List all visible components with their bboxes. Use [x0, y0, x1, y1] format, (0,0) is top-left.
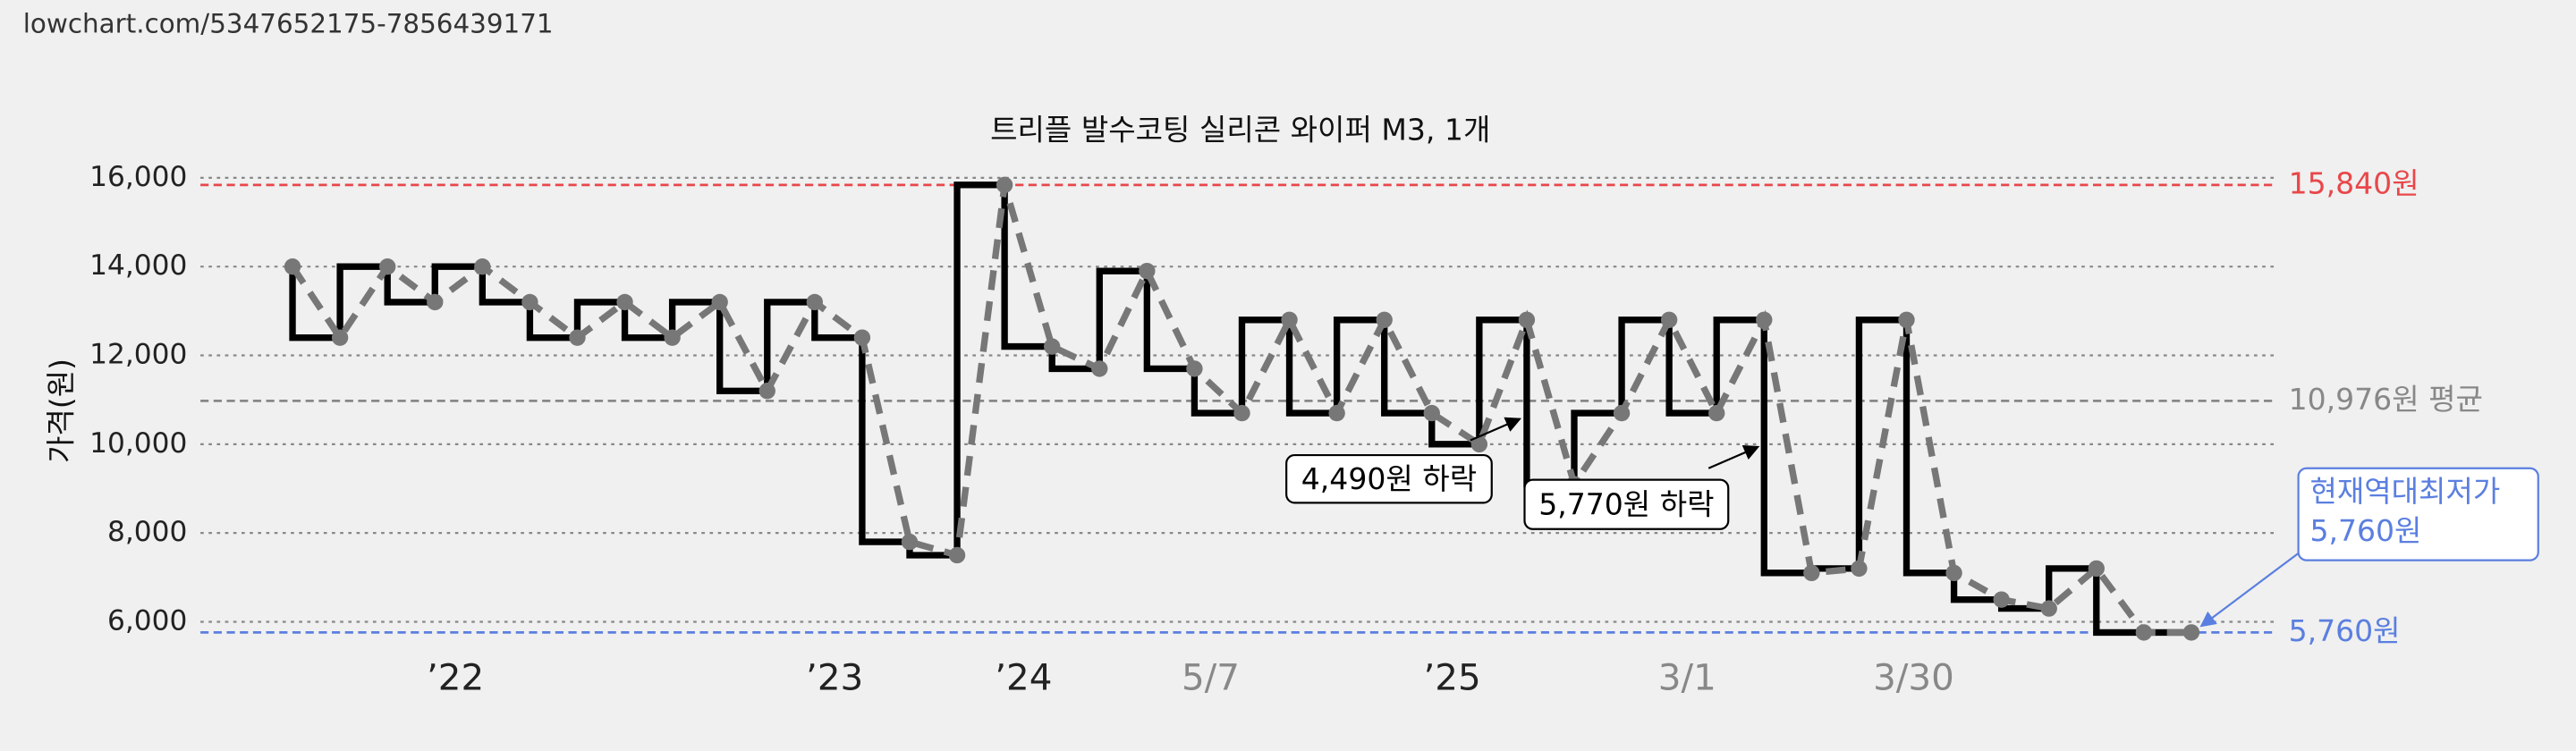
point: [996, 176, 1013, 194]
y-tick-label: 12,000: [89, 339, 187, 371]
annotation-box: [1285, 453, 1493, 504]
point: [758, 383, 775, 400]
point: [1613, 404, 1631, 422]
lowest-arrow: [2199, 551, 2301, 628]
point: [1851, 560, 1868, 578]
point: [1376, 311, 1393, 328]
annotation-box: [1523, 478, 1730, 530]
lowest-text: 현재역대최저가: [2309, 474, 2500, 509]
point: [474, 258, 491, 275]
point: [379, 258, 396, 275]
x-tick-label: ’22: [427, 656, 484, 699]
y-tick-label: 14,000: [89, 249, 187, 282]
point: [1945, 564, 1962, 582]
point: [616, 293, 633, 311]
point: [901, 533, 919, 551]
point: [1044, 338, 1061, 355]
point: [521, 293, 538, 311]
point: [2040, 600, 2057, 617]
point: [1993, 591, 2010, 608]
point: [1186, 360, 1203, 377]
y-axis-label: 가격(원): [43, 359, 78, 463]
point: [948, 546, 966, 564]
x-tick-label: 3/1: [1658, 656, 1716, 699]
point: [427, 293, 444, 311]
y-tick-label: 10,000: [89, 427, 187, 460]
reference-label: 15,840원: [2289, 165, 2419, 200]
x-tick-label: ’23: [806, 656, 863, 699]
y-tick-label: 16,000: [89, 161, 187, 193]
chart-title: 트리플 발수코팅 실리콘 와이퍼 M3, 1개: [990, 113, 1490, 148]
annotation-arrow: [1707, 444, 1760, 469]
y-tick-label: 6,000: [107, 604, 187, 637]
point: [1139, 262, 1156, 280]
annotation-text: 5,770원 하락: [1538, 487, 1714, 522]
lowest-box: [2297, 467, 2539, 561]
point: [1518, 311, 1536, 328]
url: lowchart.com/5347652175-7856439171: [23, 8, 554, 38]
point: [2088, 560, 2105, 578]
y-tick-label: 8,000: [107, 516, 187, 548]
lowest-text: 5,760원: [2309, 513, 2421, 548]
point: [1898, 311, 1915, 328]
point: [1803, 564, 1820, 582]
x-tick-label: ’24: [995, 656, 1052, 699]
annotation-text: 4,490원 하락: [1301, 461, 1477, 496]
point: [1423, 404, 1440, 422]
annotation-arrow: [1470, 417, 1522, 442]
x-tick-label: 5/7: [1182, 656, 1240, 699]
point: [2135, 624, 2153, 641]
point: [569, 329, 586, 346]
point: [1091, 360, 1108, 377]
point: [1708, 404, 1725, 422]
point: [331, 329, 349, 346]
point: [284, 258, 301, 275]
x-tick-label: ’25: [1423, 656, 1480, 699]
point: [1233, 404, 1250, 422]
point: [2182, 624, 2200, 641]
x-tick-label: 3/30: [1873, 656, 1954, 699]
point: [1470, 435, 1488, 453]
point: [711, 293, 728, 311]
reference-label: 5,760원: [2289, 613, 2401, 648]
point: [1281, 311, 1298, 328]
point: [1756, 311, 1773, 328]
point: [1328, 404, 1345, 422]
point: [664, 329, 681, 346]
reference-label: 10,976원 평균: [2289, 382, 2483, 417]
point: [1660, 311, 1678, 328]
point: [853, 329, 871, 346]
point: [806, 293, 824, 311]
